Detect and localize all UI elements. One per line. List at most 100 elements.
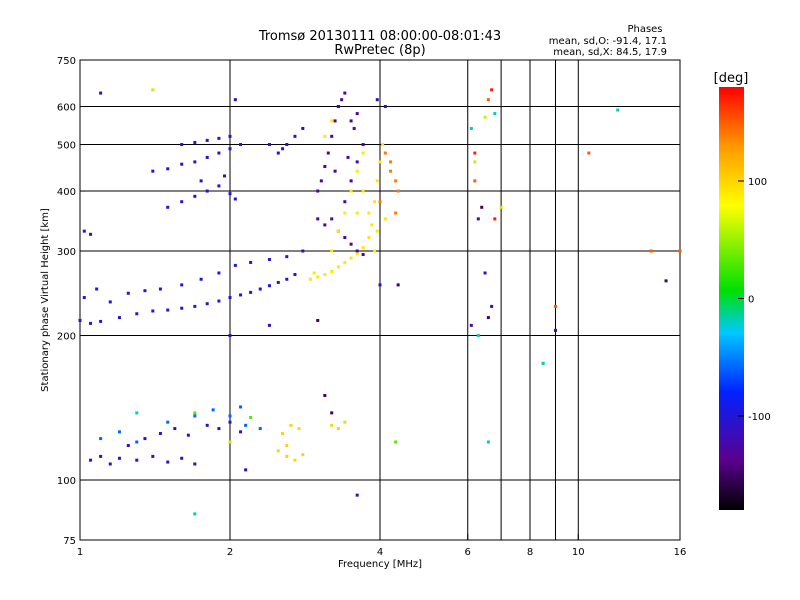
data-point bbox=[158, 287, 162, 291]
data-point bbox=[483, 271, 487, 275]
data-point bbox=[352, 126, 356, 130]
stats-title: Phases bbox=[627, 24, 662, 35]
data-point bbox=[326, 151, 330, 155]
data-point bbox=[316, 217, 320, 221]
data-point bbox=[473, 179, 477, 183]
data-point bbox=[343, 91, 347, 95]
data-point bbox=[355, 252, 359, 256]
data-point bbox=[135, 458, 139, 462]
data-point bbox=[217, 427, 221, 431]
y-tick-label: 750 bbox=[57, 56, 76, 67]
data-point bbox=[82, 229, 86, 233]
data-point bbox=[361, 189, 365, 193]
data-point bbox=[336, 265, 340, 269]
chart-subtitle: RwPretec (8p) bbox=[334, 43, 425, 58]
data-point bbox=[396, 189, 400, 193]
data-point bbox=[126, 291, 130, 295]
data-point bbox=[343, 211, 347, 215]
data-point bbox=[267, 258, 271, 262]
data-point bbox=[349, 256, 353, 260]
y-tick-label: 500 bbox=[57, 141, 76, 152]
data-point bbox=[490, 304, 494, 308]
data-point bbox=[151, 309, 155, 313]
data-point bbox=[389, 169, 393, 173]
data-point bbox=[553, 328, 557, 332]
data-point bbox=[99, 437, 103, 441]
x-tick-label: 1 bbox=[77, 547, 83, 558]
data-point bbox=[361, 151, 365, 155]
data-point bbox=[336, 229, 340, 233]
data-point bbox=[361, 143, 365, 147]
data-point bbox=[490, 88, 494, 92]
data-point bbox=[343, 260, 347, 264]
data-point bbox=[211, 408, 215, 412]
data-point bbox=[126, 444, 130, 448]
data-point bbox=[330, 119, 334, 123]
data-point bbox=[166, 205, 170, 209]
data-point bbox=[199, 277, 203, 281]
data-point bbox=[193, 512, 197, 516]
data-point bbox=[180, 456, 184, 460]
data-point bbox=[553, 304, 557, 308]
data-point bbox=[664, 279, 668, 283]
data-point bbox=[293, 273, 297, 277]
data-point bbox=[285, 454, 289, 458]
data-point bbox=[396, 283, 400, 287]
data-point bbox=[301, 453, 305, 457]
data-point bbox=[355, 249, 359, 253]
data-point bbox=[389, 160, 393, 164]
data-point bbox=[78, 318, 82, 322]
data-point bbox=[117, 456, 121, 460]
data-point bbox=[205, 189, 209, 193]
data-point bbox=[349, 179, 353, 183]
data-point bbox=[223, 174, 227, 178]
data-point bbox=[281, 147, 285, 151]
data-point bbox=[151, 169, 155, 173]
data-point bbox=[340, 98, 344, 102]
data-point bbox=[323, 273, 327, 277]
data-point bbox=[233, 263, 237, 267]
data-point bbox=[173, 427, 177, 431]
data-point bbox=[276, 280, 280, 284]
data-point bbox=[193, 414, 197, 418]
data-point bbox=[108, 300, 112, 304]
data-point bbox=[233, 98, 237, 102]
data-point bbox=[244, 423, 248, 427]
data-point bbox=[151, 454, 155, 458]
data-point bbox=[678, 249, 682, 253]
data-point bbox=[330, 411, 334, 415]
data-point bbox=[330, 423, 334, 427]
data-point bbox=[370, 223, 374, 227]
stats-line-x: mean, sd,X: 84.5, 17.9 bbox=[553, 47, 667, 58]
y-tick-label: 300 bbox=[57, 247, 76, 258]
data-point bbox=[373, 200, 377, 204]
data-point bbox=[355, 160, 359, 164]
data-point bbox=[319, 179, 323, 183]
data-point bbox=[486, 440, 490, 444]
data-point bbox=[89, 321, 93, 325]
data-point bbox=[373, 249, 377, 253]
data-point bbox=[473, 160, 477, 164]
data-point bbox=[378, 160, 382, 164]
data-point bbox=[267, 323, 271, 327]
data-point bbox=[281, 432, 285, 436]
data-point bbox=[375, 229, 379, 233]
data-point bbox=[143, 289, 147, 293]
data-point bbox=[285, 277, 289, 281]
data-point bbox=[301, 126, 305, 130]
data-point bbox=[228, 334, 232, 338]
data-point bbox=[289, 423, 293, 427]
data-point bbox=[469, 323, 473, 327]
data-point bbox=[217, 271, 221, 275]
data-point bbox=[205, 302, 209, 306]
data-point bbox=[355, 211, 359, 215]
data-point bbox=[205, 138, 209, 142]
data-point bbox=[258, 427, 262, 431]
data-point bbox=[239, 293, 243, 297]
data-point bbox=[330, 217, 334, 221]
data-point bbox=[349, 189, 353, 193]
x-axis-ticks: 1 2 4 6 8 10 16 bbox=[77, 534, 686, 558]
data-point bbox=[99, 454, 103, 458]
data-point bbox=[228, 440, 232, 444]
